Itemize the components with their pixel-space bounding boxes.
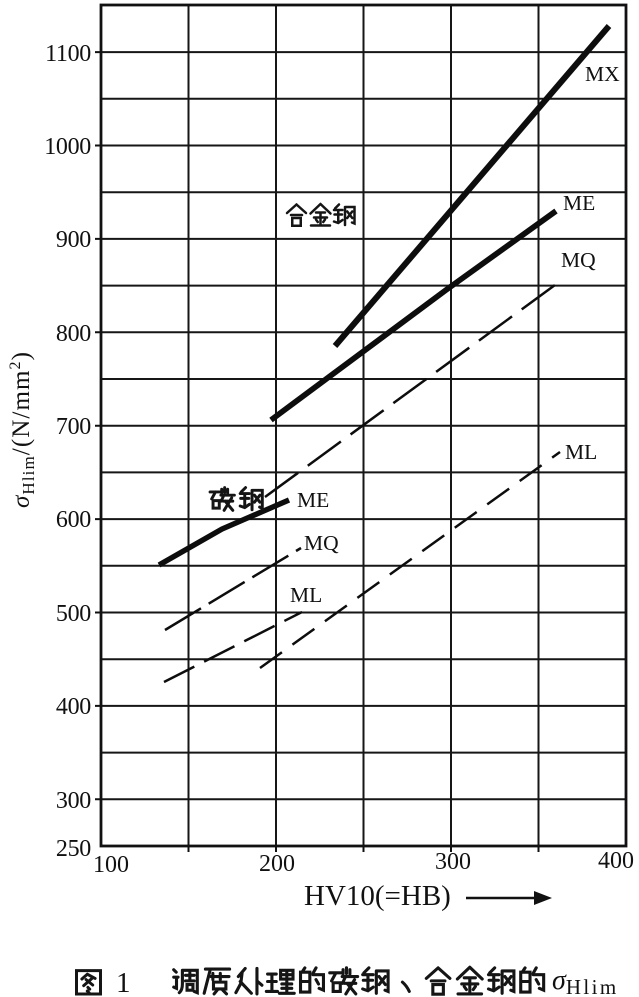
svg-text:ME: ME <box>297 488 329 512</box>
svg-text:300: 300 <box>56 788 91 814</box>
svg-text:MQ: MQ <box>561 248 596 272</box>
svg-text:ML: ML <box>290 583 322 607</box>
svg-text:ME: ME <box>563 191 595 215</box>
svg-text:100: 100 <box>93 852 129 878</box>
svg-text:400: 400 <box>598 848 634 874</box>
svg-text:500: 500 <box>56 601 91 627</box>
svg-text:1100: 1100 <box>45 41 91 67</box>
svg-text:MX: MX <box>585 62 620 86</box>
svg-text:ML: ML <box>565 440 597 464</box>
svg-text:HV10(=HB): HV10(=HB) <box>304 880 451 912</box>
svg-text:1000: 1000 <box>44 134 91 160</box>
svg-text:σHlim: σHlim <box>552 965 619 997</box>
svg-text:250: 250 <box>56 836 91 862</box>
svg-text:800: 800 <box>56 321 91 347</box>
svg-text:1: 1 <box>116 967 131 997</box>
svg-text:700: 700 <box>56 414 91 440</box>
svg-text:400: 400 <box>56 694 91 720</box>
svg-text:300: 300 <box>435 849 471 875</box>
svg-text:MQ: MQ <box>304 531 339 555</box>
svg-text:σHlim/(N/mm2): σHlim/(N/mm2) <box>7 351 38 508</box>
svg-text:900: 900 <box>56 227 91 253</box>
svg-text:200: 200 <box>259 851 295 877</box>
svg-text:600: 600 <box>56 507 91 533</box>
